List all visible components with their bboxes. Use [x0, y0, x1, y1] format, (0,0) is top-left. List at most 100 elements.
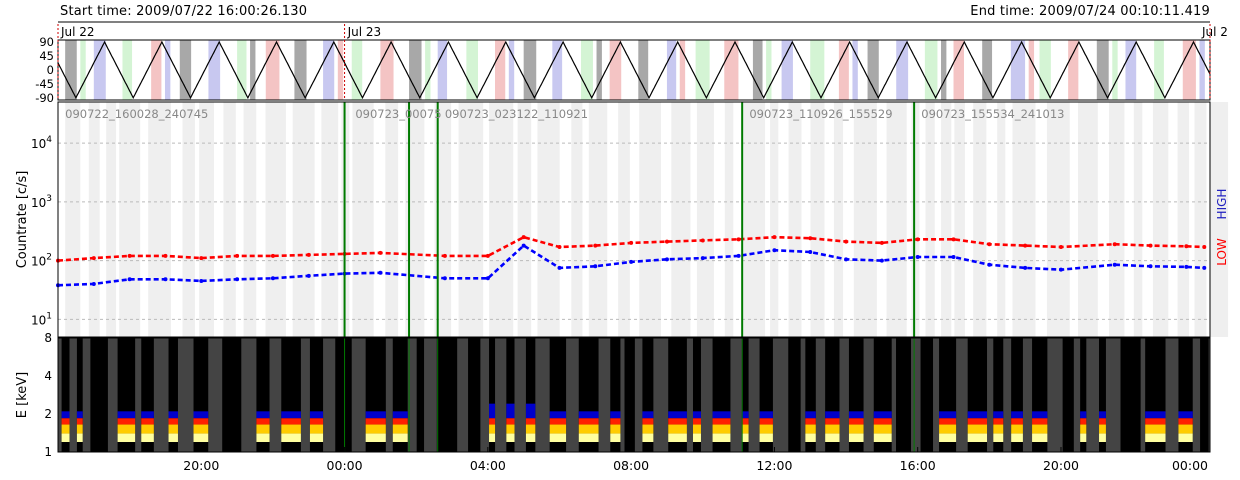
x-tick-label: 00:00 [1172, 458, 1208, 473]
spectrogram-band-top [256, 411, 270, 419]
countrate-point-low [235, 253, 240, 258]
countrate-band [458, 102, 484, 337]
countrate-band [223, 102, 236, 337]
countrate-band [1194, 102, 1207, 337]
spectrogram-band-mid [506, 424, 515, 434]
countrate-point-high [199, 278, 204, 283]
countrate-band [997, 102, 1006, 337]
spectrogram-band-top [281, 411, 301, 419]
spectrogram-band-high [76, 418, 83, 425]
countrate-band [639, 102, 661, 337]
x-tick-label: 12:00 [756, 458, 792, 473]
spectrogram-band-high [117, 418, 136, 425]
spectrogram-band-low [873, 433, 892, 443]
spectrogram-column [712, 338, 731, 452]
spectrogram-band-high [525, 418, 536, 425]
countrate-point-high [844, 257, 849, 262]
segment-label: 090723_00075 [355, 107, 441, 121]
countrate-band [911, 102, 920, 337]
pointing-band [1154, 40, 1164, 100]
spectrogram-band-mid [168, 424, 178, 434]
pointing-band [838, 40, 849, 100]
spectrogram-band-mid [642, 424, 654, 434]
spectrogram-band-low [525, 433, 536, 443]
date-label: Jul 22 [60, 25, 95, 39]
spectrogram-band-high [256, 418, 270, 425]
countrate-point-low [772, 235, 777, 240]
pointing-band [666, 40, 677, 100]
countrate-band [182, 102, 195, 337]
spectrogram-column [489, 338, 496, 452]
spectrogram-band-mid [1080, 424, 1087, 434]
countrate-point-low [1184, 244, 1189, 249]
countrate-point-low [127, 253, 132, 258]
countrate-band [588, 102, 608, 337]
spectrogram-band-high [281, 418, 301, 425]
pointing-band [508, 40, 515, 100]
pointing-band [896, 40, 909, 100]
spectrogram-column [759, 338, 773, 452]
spectrogram-band-high [392, 418, 408, 425]
spectrogram-band-mid [805, 424, 816, 434]
countrate-point-low [91, 256, 96, 261]
spectrogram-band-low [712, 433, 731, 443]
pointing-band [93, 40, 106, 100]
pointing-band [982, 40, 993, 100]
spectrogram-band-high [741, 418, 749, 425]
spectrogram-band-low [939, 433, 957, 443]
pointing-y-tick-label: 45 [39, 49, 54, 63]
spectrogram-gap [1011, 338, 1023, 452]
pointing-band [437, 40, 448, 100]
spectrogram-column [117, 338, 136, 452]
end-time-label: End time: 2009/07/24 00:10:11.419 [970, 4, 1210, 19]
countrate-band [434, 102, 452, 337]
segment-label: 090723_155534_241013 [921, 107, 1064, 121]
countrate-band [65, 102, 81, 337]
spectrogram-gap [642, 338, 654, 452]
countrate-band [292, 102, 315, 337]
spectrogram-gap [90, 338, 108, 452]
spectrogram-gap [489, 338, 496, 452]
pointing-band [552, 40, 563, 100]
countrate-band [352, 102, 374, 337]
spectrogram-band-mid [1011, 424, 1023, 434]
countrate-band [833, 102, 844, 337]
spectrogram-gap [416, 338, 425, 452]
pointing-band [953, 40, 964, 100]
spectrogram-band-top [848, 411, 864, 419]
pointing-band [1028, 40, 1035, 100]
countrate-point-high [235, 277, 240, 282]
countrate-band [537, 102, 560, 337]
spectrogram-band-mid [489, 424, 496, 434]
spectrogram-gap [1200, 338, 1209, 452]
countrate-point-low [951, 237, 956, 242]
spectrogram-band-high [712, 418, 731, 425]
countrate-point-low [1112, 242, 1117, 247]
spectrogram-band-mid [1099, 424, 1106, 434]
countrate-point-low [442, 253, 447, 258]
spectrogram-gap [436, 338, 458, 452]
spectrogram-band-mid [281, 424, 301, 434]
spectrogram-band-low [141, 433, 154, 443]
spectrogram-band-low [993, 433, 1004, 443]
pointing-y-tick-label: 90 [39, 35, 54, 49]
countrate-point-low [1023, 243, 1028, 248]
countrate-point-high [163, 277, 168, 282]
spectrogram-column [939, 338, 957, 452]
countrate-point-high [593, 264, 598, 269]
countrate-band [743, 102, 766, 337]
spectrogram-band-mid [712, 424, 731, 434]
spectrogram-band-high [805, 418, 816, 425]
spectrogram-column [896, 338, 912, 452]
pointing-band [781, 40, 793, 100]
pointing-band [65, 40, 77, 100]
countrate-point-high [1202, 265, 1207, 270]
countrate-band [696, 102, 714, 337]
spectrogram-band-low [610, 433, 621, 443]
countrate-series-low [57, 235, 1205, 262]
spectrogram-band-mid [76, 424, 83, 434]
spectrogram-column [168, 338, 178, 452]
countrate-point-low [1058, 245, 1063, 250]
spectrogram-band-top [967, 411, 988, 419]
